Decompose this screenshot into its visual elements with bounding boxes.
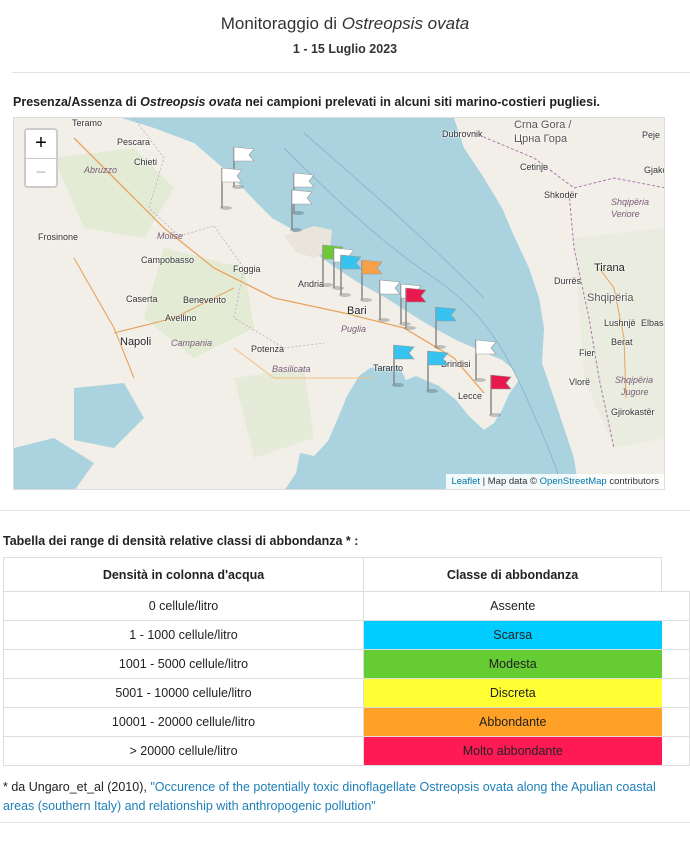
map-caption: Presenza/Assenza di Ostreopsis ovata nei… [13,95,601,109]
zoom-out-button[interactable]: − [35,162,47,182]
table-spacer [661,620,690,650]
place-label: Gjirokastër [611,407,655,417]
place-label: Andria [298,279,325,289]
class-cell: Modesta [363,649,662,679]
table-row: 1001 - 5000 cellule/litro Modesta [3,649,690,679]
map-container[interactable]: + − Teramo Pescara Chieti Abruzzo Frosin… [13,117,665,490]
zoom-control: + − [24,128,58,188]
place-label: Црна Гора [514,133,568,145]
place-label: Jugore [621,387,649,397]
place-label: Molise [157,231,184,241]
table-row: 1 - 1000 cellule/litro Scarsa [3,620,690,650]
place-label: Crna Gora / [514,119,572,131]
date-range: 1 - 15 Luglio 2023 [292,42,398,56]
table-row: > 20000 cellule/litro Molto abbondante [3,736,690,766]
flag-marker[interactable] [426,349,452,393]
table-spacer [661,736,690,766]
place-label: Benevento [183,295,227,305]
place-label: Caserta [126,294,158,304]
place-label: Elbasan [641,318,664,328]
place-label: Abruzzo [84,165,118,175]
flag-marker[interactable] [474,338,500,382]
flag-marker[interactable] [434,305,460,349]
page-title: Monitoraggio di Ostreopsis ovata [220,14,470,33]
class-cell: Discreta [363,678,662,708]
place-label: Durrës [554,276,582,286]
place-label: Lushnjë [604,318,636,328]
place-label: Peje [642,130,661,140]
flag-marker[interactable] [489,373,515,417]
place-label: Vlorë [569,377,591,387]
place-label: Fier [579,348,595,358]
flag-marker[interactable] [360,258,386,302]
table-spacer [661,649,690,679]
place-label: Napoli [120,336,152,348]
place-label: Veriore [611,209,640,219]
table-caption: Tabella dei range di densità relative cl… [3,534,359,548]
footnote: * da Ungaro_et_al (2010), "Occurence of … [3,780,656,813]
place-label: Teramo [72,118,103,128]
place-label: Chieti [134,157,158,167]
flag-marker[interactable] [378,278,404,322]
density-cell: 0 cellule/litro [3,591,364,621]
flag-marker[interactable] [290,188,316,232]
place-label: Pescara [117,137,151,147]
density-cell: 1 - 1000 cellule/litro [3,620,364,650]
class-cell: Scarsa [363,620,662,650]
leaflet-link[interactable]: Leaflet [451,476,480,487]
density-table: Densità in colonna d'acqua Classe di abb… [3,557,690,766]
place-label: Campania [171,338,213,348]
place-label: Bari [347,305,367,317]
column-header-class: Classe di abbondanza [363,557,662,592]
density-cell: 10001 - 20000 cellule/litro [3,707,364,737]
place-label: Cetinje [520,162,549,172]
place-label: Basilicata [272,364,311,374]
table-spacer [661,591,690,621]
place-label: Shqipëria [587,292,634,304]
place-label: Dubrovnik [442,129,483,139]
place-label: Puglia [341,324,367,334]
flag-marker[interactable] [220,166,246,210]
column-header-density: Densità in colonna d'acqua [3,557,364,592]
flag-marker[interactable] [339,253,365,297]
reference-link[interactable]: "Occurence of the potentially toxic dino… [3,780,656,813]
class-cell: Molto abbondante [363,736,662,766]
table-spacer [662,558,690,592]
divider [0,510,690,511]
table-spacer [661,678,690,708]
place-label: Berat [611,337,633,347]
place-label: Campobasso [141,255,195,265]
table-header-row: Densità in colonna d'acqua Classe di abb… [3,557,690,592]
place-label: Lecce [458,391,483,401]
place-label: Potenza [251,344,285,354]
title-species: Ostreopsis ovata [341,14,470,33]
map-attribution: Leaflet | Map data © OpenStreetMap contr… [446,474,664,489]
class-cell: Abbondante [363,707,662,737]
place-label: Avellino [165,313,197,323]
place-label: Tirana [594,262,625,274]
class-cell: Assente [363,591,662,621]
flag-marker[interactable] [392,343,418,387]
place-label: Foggia [233,264,261,274]
place-label: Brindisi [441,359,471,369]
table-row: 0 cellule/litro Assente [3,591,690,621]
table-row: 5001 - 10000 cellule/litro Discreta [3,678,690,708]
place-label: Shqipëria [615,375,654,385]
place-label: Shkodër [544,190,578,200]
osm-link[interactable]: OpenStreetMap [539,476,607,487]
map-basemap[interactable] [14,118,665,490]
divider [12,72,690,73]
table-row: 10001 - 20000 cellule/litro Abbondante [3,707,690,737]
place-label: Taranto [373,363,404,373]
zoom-in-button[interactable]: + [26,130,56,159]
table-spacer [661,707,690,737]
density-cell: > 20000 cellule/litro [3,736,364,766]
density-cell: 5001 - 10000 cellule/litro [3,678,364,708]
place-label: Shqipëria [611,197,650,207]
density-cell: 1001 - 5000 cellule/litro [3,649,364,679]
divider [0,822,690,823]
place-label: Frosinone [38,232,79,242]
place-label: Gjako [644,165,664,175]
flag-marker[interactable] [404,286,430,330]
